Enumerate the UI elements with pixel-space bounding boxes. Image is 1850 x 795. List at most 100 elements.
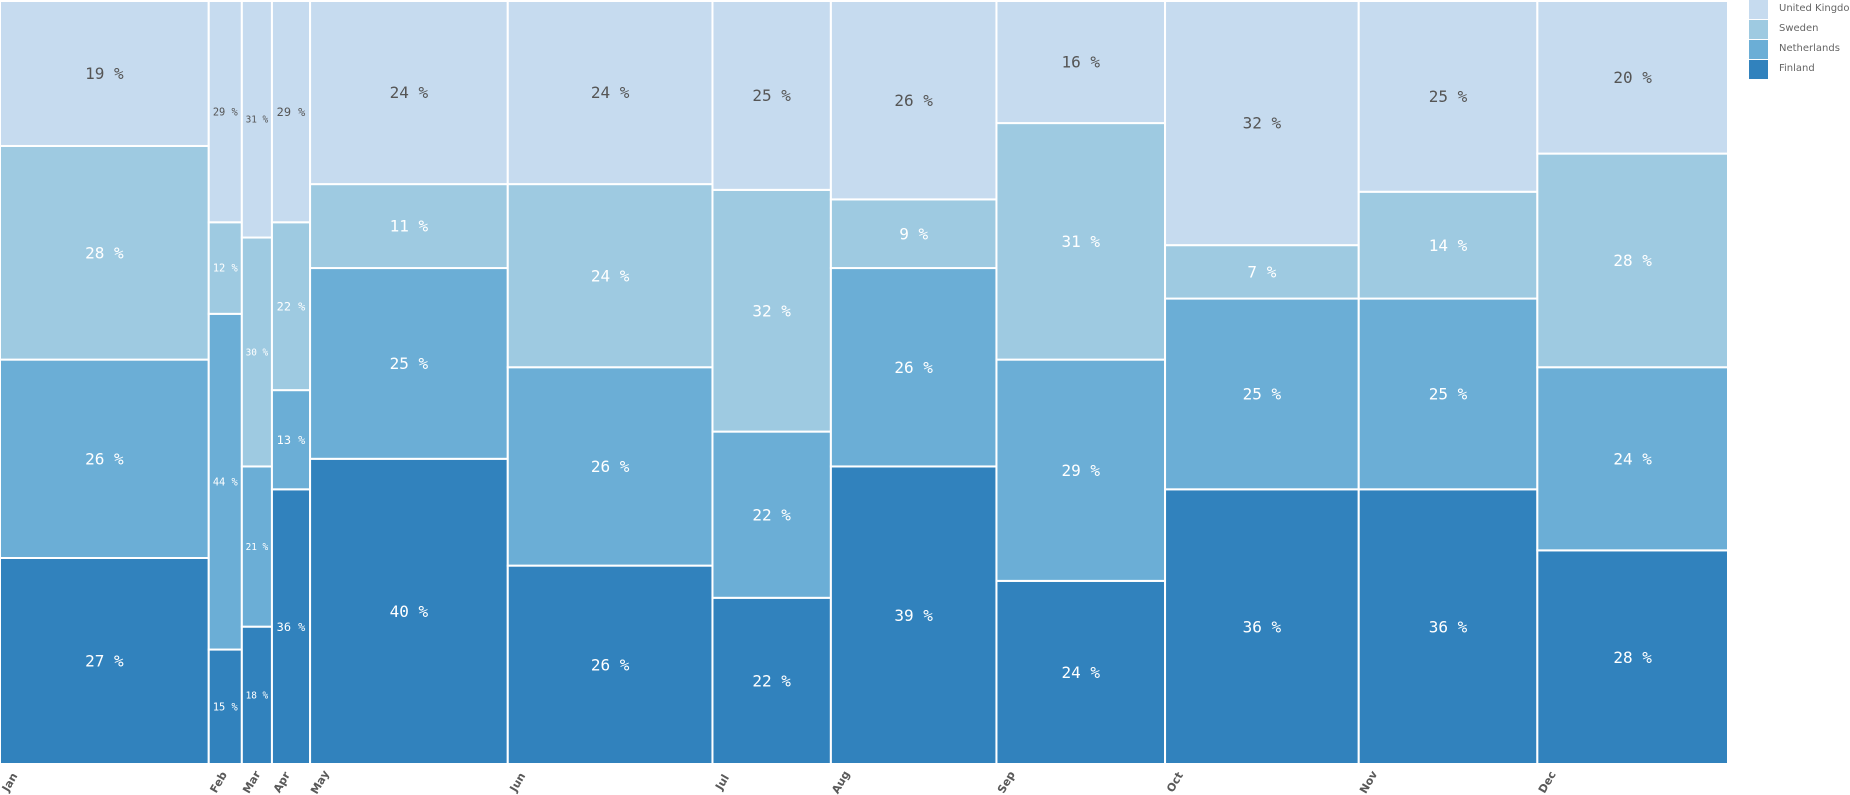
legend-swatch (1749, 20, 1768, 39)
bar-apr-finland[interactable] (270, 488, 312, 765)
data-label-jan-sweden: 28 % (85, 243, 124, 262)
data-label-feb-finland: 15 % (213, 701, 239, 713)
bar-apr-netherlands[interactable] (270, 389, 312, 491)
bar-dec-finland[interactable] (1536, 549, 1730, 765)
bar-sep-netherlands[interactable] (995, 358, 1167, 582)
data-label-may-finland: 40 % (390, 602, 429, 621)
data-label-dec-sweden: 28 % (1613, 251, 1652, 270)
bar-sep-sweden[interactable] (995, 122, 1167, 361)
data-label-jul-netherlands: 22 % (752, 505, 791, 524)
legend-swatch (1749, 40, 1768, 59)
data-label-nov-finland: 36 % (1429, 617, 1468, 636)
x-tick-label-apr: Apr (271, 769, 293, 795)
data-label-aug-finland: 39 % (894, 606, 933, 625)
data-label-aug-sweden: 9 % (899, 224, 928, 243)
data-label-sep-sweden: 31 % (1061, 232, 1100, 251)
x-tick-label-feb: Feb (207, 769, 230, 795)
data-label-nov-united-kingdom: 25 % (1429, 87, 1468, 106)
bar-oct-sweden[interactable] (1164, 244, 1360, 300)
data-label-apr-finland: 36 % (277, 620, 306, 634)
data-label-aug-netherlands: 26 % (894, 358, 933, 377)
bar-jun-finland[interactable] (506, 564, 714, 765)
bar-jan-finland[interactable] (0, 556, 210, 765)
data-label-nov-sweden: 14 % (1429, 236, 1468, 255)
data-label-oct-finland: 36 % (1243, 617, 1282, 636)
data-label-mar-sweden: 30 % (246, 347, 269, 358)
x-tick-label-jul: Jul (712, 772, 732, 793)
bar-jun-sweden[interactable] (506, 183, 714, 369)
data-label-jun-finland: 26 % (591, 655, 630, 674)
data-label-may-united-kingdom: 24 % (390, 83, 429, 102)
data-label-oct-sweden: 7 % (1247, 262, 1276, 281)
data-label-dec-united-kingdom: 20 % (1613, 68, 1652, 87)
bar-jun-united-kingdom[interactable] (506, 0, 714, 186)
data-label-feb-sweden: 12 % (213, 263, 239, 275)
marimekko-chart: 27 % 26 % 28 % 19 % Jan 15 % 44 % 12 % 29 % Feb 18… (0, 0, 1730, 795)
data-label-jul-sweden: 32 % (752, 301, 791, 320)
bar-jul-sweden[interactable] (711, 188, 832, 433)
data-label-apr-netherlands: 13 % (277, 433, 306, 447)
data-label-jun-netherlands: 26 % (591, 457, 630, 476)
data-label-may-netherlands: 25 % (390, 354, 429, 373)
bar-jan-united-kingdom[interactable] (0, 0, 210, 147)
bar-sep-united-kingdom[interactable] (995, 0, 1167, 125)
bar-oct-united-kingdom[interactable] (1164, 0, 1360, 247)
data-label-feb-netherlands: 44 % (213, 476, 239, 488)
bar-feb-finland[interactable] (207, 648, 243, 765)
data-label-jun-united-kingdom: 24 % (591, 83, 630, 102)
data-label-feb-united-kingdom: 29 % (213, 106, 239, 118)
data-label-mar-netherlands: 21 % (246, 542, 269, 553)
data-label-jan-united-kingdom: 19 % (85, 64, 124, 83)
bar-nov-united-kingdom[interactable] (1357, 0, 1539, 193)
data-label-mar-finland: 18 % (246, 691, 269, 702)
bar-oct-netherlands[interactable] (1164, 297, 1360, 491)
data-label-apr-sweden: 22 % (277, 299, 306, 313)
bar-may-finland[interactable] (309, 457, 509, 765)
data-label-jun-sweden: 24 % (591, 266, 630, 285)
data-label-sep-united-kingdom: 16 % (1061, 53, 1100, 72)
data-label-mar-united-kingdom: 31 % (246, 115, 269, 126)
bar-jan-netherlands[interactable] (0, 358, 210, 559)
bar-dec-united-kingdom[interactable] (1536, 0, 1730, 155)
data-label-may-sweden: 11 % (390, 217, 429, 236)
bar-dec-sweden[interactable] (1536, 152, 1730, 369)
data-label-dec-netherlands: 24 % (1613, 449, 1652, 468)
bar-may-netherlands[interactable] (309, 267, 509, 460)
legend-item-sweden[interactable]: Sweden (1749, 20, 1850, 40)
x-tick-label-oct: Oct (1164, 770, 1186, 795)
x-tick-label-mar: Mar (240, 768, 263, 795)
bar-jul-finland[interactable] (711, 596, 832, 766)
x-tick-label-nov: Nov (1357, 768, 1381, 795)
data-label-jul-united-kingdom: 25 % (752, 86, 791, 105)
bar-may-united-kingdom[interactable] (309, 0, 509, 186)
x-tick-label-jun: Jun (507, 770, 529, 794)
legend-label: Sweden (1779, 23, 1819, 34)
data-label-aug-united-kingdom: 26 % (894, 91, 933, 110)
legend-item-united-kingdom[interactable]: United Kingdom (1749, 0, 1850, 20)
bar-apr-united-kingdom[interactable] (270, 0, 312, 224)
bar-nov-netherlands[interactable] (1357, 297, 1539, 491)
bar-feb-sweden[interactable] (207, 221, 243, 315)
legend-label: United Kingdom (1779, 3, 1850, 14)
legend: United Kingdom Sweden Netherlands Finland (1749, 0, 1850, 80)
x-tick-label-sep: Sep (995, 769, 1018, 795)
data-label-nov-netherlands: 25 % (1429, 385, 1468, 404)
bar-aug-netherlands[interactable] (829, 267, 998, 468)
data-label-jul-finland: 22 % (752, 672, 791, 691)
legend-item-finland[interactable]: Finland (1749, 60, 1850, 80)
data-label-oct-united-kingdom: 32 % (1243, 114, 1282, 133)
bar-mar-finland[interactable] (240, 625, 273, 765)
x-tick-label-jan: Jan (0, 771, 20, 795)
data-label-oct-netherlands: 25 % (1243, 385, 1282, 404)
bar-aug-united-kingdom[interactable] (829, 0, 998, 201)
bar-jun-netherlands[interactable] (506, 366, 714, 567)
legend-item-netherlands[interactable]: Netherlands (1749, 40, 1850, 60)
bar-may-sweden[interactable] (309, 183, 509, 270)
data-label-dec-finland: 28 % (1613, 648, 1652, 667)
legend-swatch (1749, 0, 1768, 19)
data-label-sep-finland: 24 % (1061, 663, 1100, 682)
data-label-jan-finland: 27 % (85, 652, 124, 671)
data-label-apr-united-kingdom: 29 % (277, 105, 306, 119)
bar-mar-united-kingdom[interactable] (240, 0, 273, 239)
x-tick-label-dec: Dec (1536, 769, 1559, 795)
